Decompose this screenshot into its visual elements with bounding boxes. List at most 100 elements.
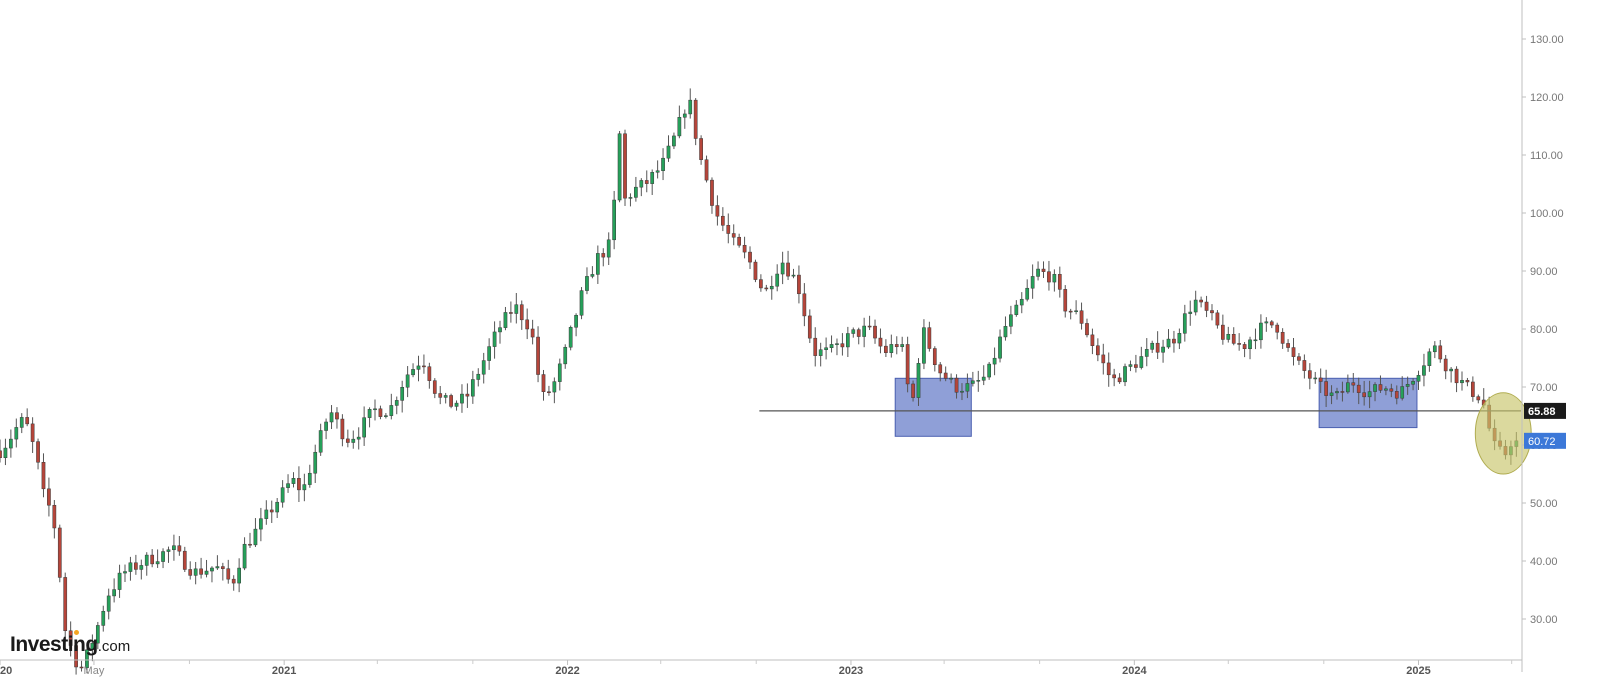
candle-body	[345, 438, 350, 443]
candle-body	[123, 571, 127, 574]
candle-body	[1150, 342, 1155, 350]
candle-body	[438, 393, 443, 398]
candle-body	[1193, 299, 1198, 313]
y-tick-label: 40.00	[1530, 556, 1558, 568]
candle-body	[1259, 322, 1263, 341]
candle-body	[932, 348, 937, 365]
candle-body	[74, 645, 78, 668]
candle-body	[563, 346, 568, 365]
candle-body	[960, 390, 964, 393]
candle-body	[1079, 310, 1084, 324]
candle-body	[590, 274, 595, 277]
candle-body	[748, 251, 752, 263]
candle-body	[818, 349, 823, 356]
candle-body	[829, 344, 834, 348]
candle-body	[878, 337, 883, 347]
candle-body	[259, 518, 263, 530]
candle-body	[139, 565, 144, 570]
candle-body	[965, 383, 970, 392]
candle-body	[492, 331, 497, 347]
candle-body	[188, 569, 193, 576]
candle-body	[753, 261, 758, 280]
logo-dot-icon	[74, 630, 79, 635]
candle-body	[1172, 338, 1176, 344]
candle-body	[1351, 382, 1356, 386]
candle-body	[487, 346, 491, 361]
candle-body	[1210, 310, 1214, 314]
x-tick-label: 2021	[272, 665, 296, 677]
candle-body	[302, 484, 307, 491]
candle-body	[639, 180, 644, 188]
candle-body	[481, 360, 486, 375]
candle-body	[894, 344, 899, 348]
candle-body	[253, 528, 258, 546]
candle-body	[1199, 299, 1203, 303]
candle-body	[144, 554, 149, 566]
candle-body	[873, 325, 877, 339]
candle-body	[150, 554, 155, 565]
current-price-tag	[1524, 432, 1566, 449]
candle-body	[324, 421, 328, 431]
x-axis: 2020 May 2021 2022 2023 2024 2025	[0, 659, 1522, 677]
candle-body	[1106, 362, 1111, 376]
candle-body	[405, 374, 410, 388]
candle-body	[612, 199, 616, 241]
candle-body	[329, 412, 334, 423]
candle-body	[998, 336, 1002, 359]
candle-body	[1123, 366, 1127, 383]
candle-body	[1248, 339, 1252, 350]
candle-body	[30, 423, 35, 442]
candle-body	[905, 344, 910, 385]
support-price-label: 65.88	[1528, 406, 1556, 418]
candle-body	[845, 333, 850, 348]
candle-body	[737, 236, 741, 246]
candle-body	[465, 393, 470, 397]
candle-body	[981, 376, 986, 381]
candle-body	[693, 99, 698, 139]
candle-body	[432, 380, 437, 394]
candle-body	[1139, 356, 1144, 368]
candle-body	[1030, 276, 1035, 289]
y-tick-label: 130.00	[1530, 34, 1564, 46]
candle-body	[1291, 347, 1296, 357]
candle-body	[182, 550, 187, 570]
candle-body	[378, 408, 383, 417]
candle-body	[916, 363, 921, 398]
candle-body	[536, 336, 540, 375]
x-tick-label: 2023	[839, 665, 863, 677]
candle-body	[220, 566, 225, 569]
candle-body	[1465, 380, 1470, 383]
candle-body	[1394, 391, 1399, 399]
candle-body	[1134, 364, 1138, 368]
candle-body	[856, 329, 861, 337]
candle-body	[634, 186, 638, 198]
candle-body	[384, 415, 388, 417]
candle-body	[237, 567, 241, 584]
candle-body	[595, 253, 600, 275]
candle-body	[411, 369, 415, 376]
candle-body	[389, 405, 394, 416]
candle-body	[976, 380, 981, 382]
candle-body	[1068, 310, 1073, 313]
x-tick-label: 2025	[1406, 665, 1430, 677]
candle-body	[509, 312, 513, 314]
candle-body	[47, 488, 51, 506]
candle-body	[498, 327, 502, 333]
candle-body	[1215, 312, 1220, 326]
candle-body	[1432, 345, 1437, 353]
candle-body	[1346, 382, 1350, 393]
candle-body	[606, 239, 611, 258]
candle-body	[911, 383, 915, 398]
candle-body	[1422, 365, 1426, 376]
candle-body	[704, 159, 709, 181]
candle-body	[1117, 377, 1122, 383]
plot-background	[0, 0, 1552, 672]
candle-body	[199, 568, 203, 575]
candle-body	[987, 363, 992, 378]
candle-body	[617, 133, 622, 201]
candle-body	[1307, 370, 1312, 379]
candle-body	[400, 387, 405, 401]
candle-body	[710, 179, 714, 206]
candle-body	[574, 314, 578, 328]
